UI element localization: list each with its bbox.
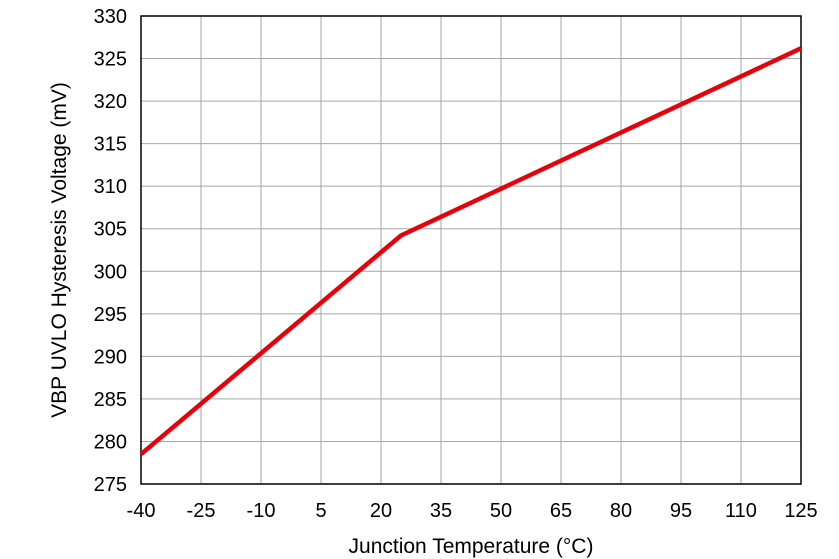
y-tick-label: 290 (94, 346, 127, 368)
y-tick-label: 315 (94, 134, 127, 156)
x-tick-label: 35 (430, 500, 452, 522)
x-tick-label: 125 (784, 500, 817, 522)
plot-area (140, 15, 802, 485)
y-axis-title: VBP UVLO Hysteresis Voltage (mV) (48, 82, 71, 418)
x-axis-title: Junction Temperature (°C) (349, 535, 594, 558)
y-tick-label: 275 (94, 474, 127, 496)
x-tick-label: 110 (725, 500, 757, 522)
x-tick-label: -10 (247, 500, 276, 522)
x-tick-label: 5 (315, 500, 326, 522)
y-tick-label: 300 (94, 261, 127, 283)
x-tick-label: -25 (187, 500, 216, 522)
x-tick-label: 20 (370, 500, 392, 522)
y-tick-label: 305 (94, 219, 127, 241)
y-tick-label: 280 (94, 431, 127, 453)
x-tick-label: 95 (670, 500, 692, 522)
gridlines (140, 15, 802, 485)
x-axis-ticks: -40 -25 -10 5 20 35 50 65 80 95 110 125 (127, 500, 818, 522)
x-tick-label: 50 (490, 500, 512, 522)
y-tick-label: 310 (94, 176, 127, 198)
y-axis-ticks: 275 280 285 290 295 300 305 310 315 320 325 330 (94, 6, 127, 496)
y-tick-label: 325 (94, 49, 127, 71)
y-tick-label: 320 (94, 91, 127, 113)
series-line (139, 46, 802, 456)
y-tick-label: 295 (94, 304, 127, 326)
x-tick-label: 80 (610, 500, 632, 522)
y-tick-label: 285 (94, 389, 127, 411)
y-tick-label: 330 (94, 6, 127, 28)
x-tick-label: -40 (127, 500, 156, 522)
series-layer (139, 46, 802, 456)
x-tick-label: 65 (550, 500, 572, 522)
